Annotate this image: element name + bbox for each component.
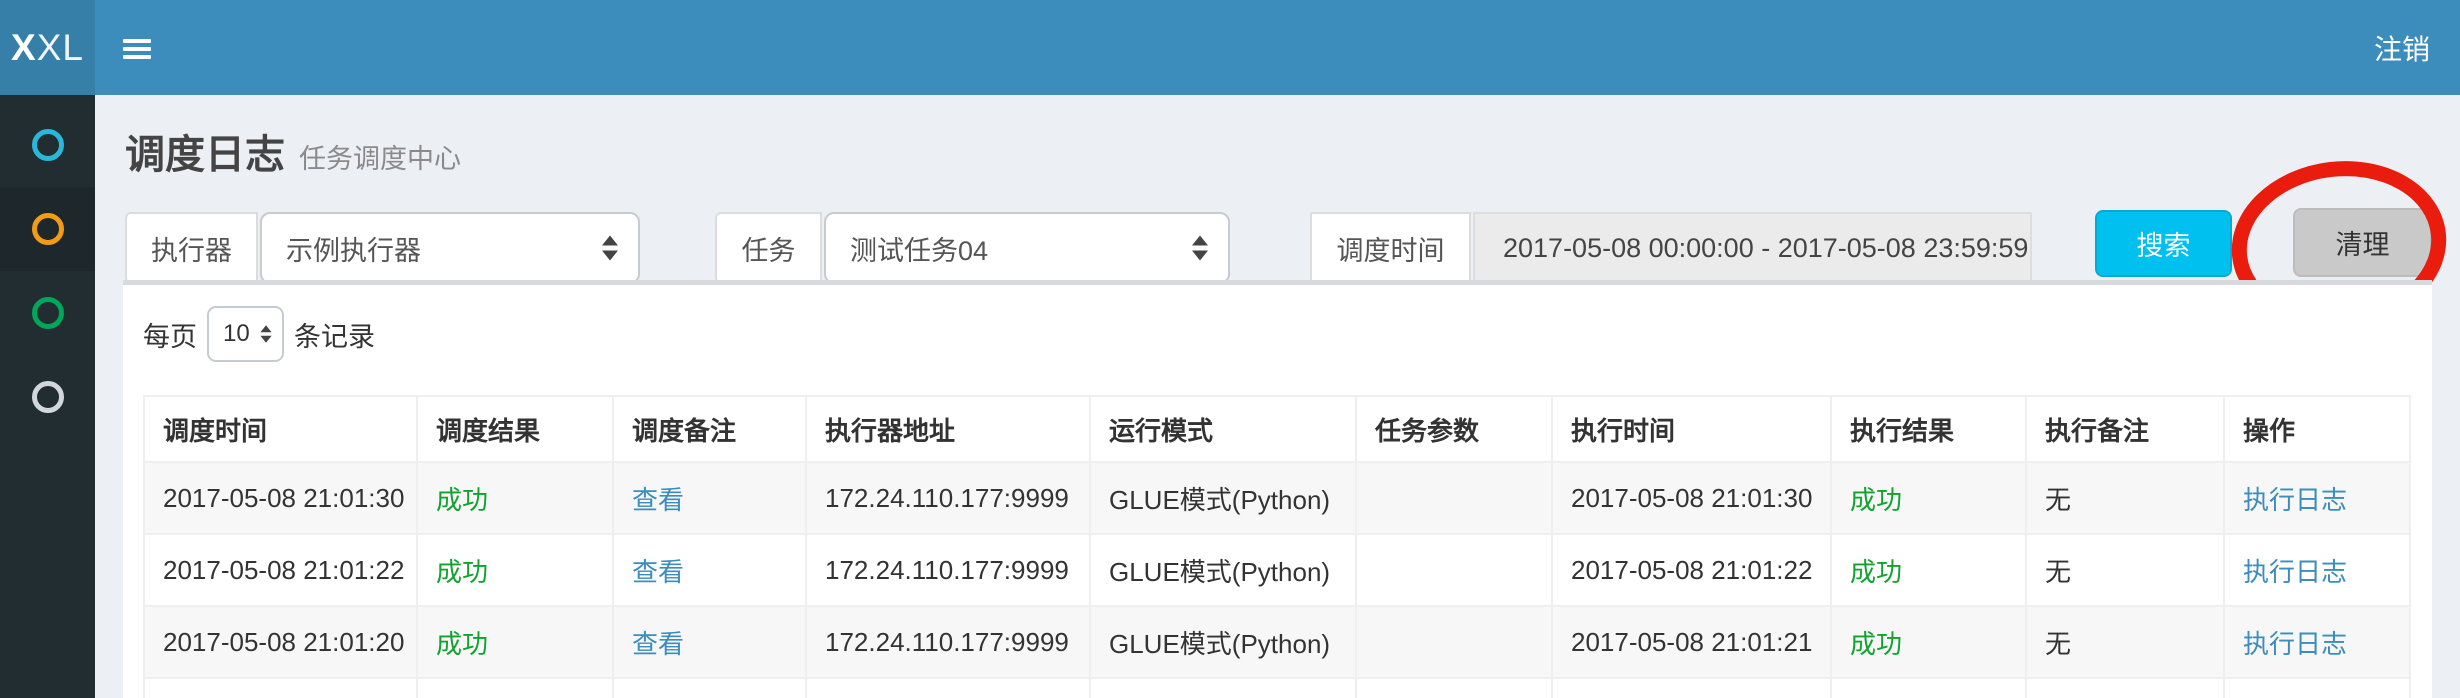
cell-dispatch-result: 成功	[416, 605, 614, 679]
cell-exec-result: 成功	[1830, 461, 2027, 535]
col-dispatch-note: 调度备注	[612, 395, 807, 463]
exec-log-link[interactable]: 执行日志	[2223, 533, 2411, 607]
job-select[interactable]: 测试任务04	[824, 212, 1230, 284]
table-row: 2017-05-08 21:01:30 成功 查看 172.24.110.177…	[143, 461, 2411, 535]
cell-executor-address: 172.24.110.177:9999	[805, 461, 1091, 535]
cell-exec-note: 无	[2025, 605, 2225, 679]
dispatch-time-range-input[interactable]	[1473, 212, 2032, 284]
view-note-link[interactable]: 查看	[612, 533, 807, 607]
cell-dispatch-time: 2017-05-08 21:01:22	[143, 533, 418, 607]
executor-select-value: 示例执行器	[286, 235, 421, 266]
cell-exec-result: 成功	[1830, 533, 2027, 607]
app-logo-text-bold: X	[11, 26, 37, 68]
cell-task-param	[1355, 533, 1553, 607]
exec-log-link[interactable]: 执行日志	[2223, 461, 2411, 535]
cell-exec-note: 无	[2025, 461, 2225, 535]
table-row: 2017-05-08 21:01:20 成功 查看 172.24.110.177…	[143, 605, 2411, 679]
cell-dispatch-time: 2017-05-08 21:01:20	[143, 605, 418, 679]
job-select-value: 测试任务04	[850, 235, 989, 266]
col-exec-note: 执行备注	[2025, 395, 2225, 463]
cell-exec-note: 无	[2025, 533, 2225, 607]
executor-filter-label: 执行器	[125, 212, 258, 284]
col-executor-address: 执行器地址	[805, 395, 1091, 463]
top-navbar: X XL 注销	[0, 0, 2460, 95]
sidebar	[0, 95, 95, 698]
sidebar-item-4[interactable]	[0, 355, 95, 439]
exec-log-link[interactable]: 执行日志	[2223, 605, 2411, 679]
dispatch-time-filter-label: 调度时间	[1310, 212, 1471, 284]
sidebar-item-1[interactable]	[0, 103, 95, 187]
hamburger-menu-icon[interactable]	[123, 39, 151, 59]
cell-dispatch-result: 成功	[416, 461, 614, 535]
chevron-updown-icon	[1192, 235, 1208, 261]
col-run-mode: 运行模式	[1089, 395, 1357, 463]
cell-task-param	[1355, 461, 1553, 535]
cell-run-mode: GLUE模式(Python)	[1089, 461, 1357, 535]
sidebar-item-2-active[interactable]	[0, 187, 95, 271]
executor-select[interactable]: 示例执行器	[260, 212, 640, 284]
circle-icon-orange	[31, 213, 64, 245]
col-task-param: 任务参数	[1355, 395, 1553, 463]
clean-button[interactable]: 清理	[2293, 208, 2432, 277]
cell-exec-result: 成功	[1830, 605, 2027, 679]
page-size-value: 10	[223, 320, 250, 347]
chevron-updown-icon	[602, 235, 618, 261]
circle-icon-green	[31, 297, 64, 329]
page-header: 调度日志 任务调度中心	[125, 122, 461, 180]
table-header-row: 调度时间 调度结果 调度备注 执行器地址 运行模式 任务参数 执行时间 执行结果…	[143, 395, 2411, 463]
content-panel: 每页 10 条记录 调度时间 调度结果 调度备注 执行器地址 运行模式	[123, 280, 2432, 698]
search-button[interactable]: 搜索	[2095, 210, 2232, 277]
cell-dispatch-result: 成功	[416, 533, 614, 607]
cell-executor-address: 172.24.110.177:9999	[805, 533, 1091, 607]
col-dispatch-time: 调度时间	[143, 395, 418, 463]
logout-link[interactable]: 注销	[2373, 33, 2430, 65]
page-size-prefix-label: 每页	[143, 321, 197, 352]
circle-icon-gray	[31, 381, 64, 413]
cell-exec-time: 2017-05-08 21:01:22	[1551, 533, 1832, 607]
page-subtitle: 任务调度中心	[299, 144, 461, 174]
job-filter-label: 任务	[715, 212, 822, 284]
col-action: 操作	[2223, 395, 2411, 463]
col-exec-result: 执行结果	[1830, 395, 2027, 463]
page-size-select[interactable]: 10	[207, 306, 284, 362]
sidebar-item-3[interactable]	[0, 271, 95, 355]
app-logo[interactable]: X XL	[0, 0, 95, 95]
cell-run-mode: GLUE模式(Python)	[1089, 605, 1357, 679]
page-size-control: 每页 10 条记录	[143, 306, 375, 362]
col-dispatch-result: 调度结果	[416, 395, 614, 463]
dispatch-log-table: 调度时间 调度结果 调度备注 执行器地址 运行模式 任务参数 执行时间 执行结果…	[143, 395, 2411, 698]
table-row: 2017-05-08 21:01:22 成功 查看 172.24.110.177…	[143, 533, 2411, 607]
cell-exec-time: 2017-05-08 21:01:30	[1551, 461, 1832, 535]
cell-exec-time: 2017-05-08 21:01:21	[1551, 605, 1832, 679]
cell-task-param	[1355, 605, 1553, 679]
cell-dispatch-time: 2017-05-08 21:01:30	[143, 461, 418, 535]
view-note-link[interactable]: 查看	[612, 605, 807, 679]
page-size-suffix-label: 条记录	[294, 321, 375, 352]
app-logo-text: XL	[36, 26, 84, 68]
cell-executor-address: 172.24.110.177:9999	[805, 605, 1091, 679]
cell-run-mode: GLUE模式(Python)	[1089, 533, 1357, 607]
chevron-updown-icon	[260, 325, 272, 343]
page-title: 调度日志	[125, 133, 285, 177]
circle-icon-blue	[31, 129, 64, 161]
view-note-link[interactable]: 查看	[612, 461, 807, 535]
table-row-partial	[143, 677, 2411, 698]
col-exec-time: 执行时间	[1551, 395, 1832, 463]
